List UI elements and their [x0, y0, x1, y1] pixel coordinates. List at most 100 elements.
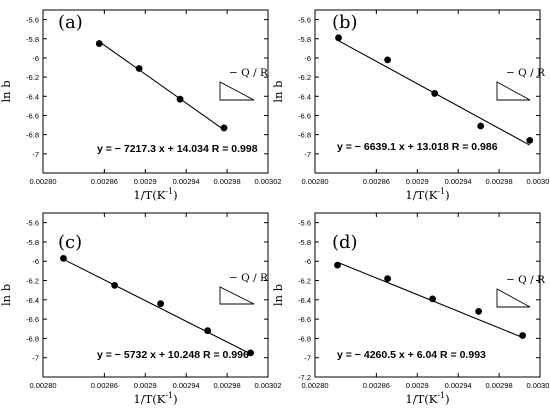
- y-tick-label: -6.8: [298, 334, 311, 343]
- y-tick-label: -5.8: [26, 35, 39, 44]
- x-tick-label: 0.00286: [91, 177, 118, 186]
- y-tick-label: -6.4: [298, 296, 311, 305]
- x-axis-title-close: ): [445, 392, 450, 406]
- panel-d: 0.00280 0.00286 0.0029 0.00294 0.00298 0.0030…: [271, 212, 550, 406]
- y-tick-label: -6.6: [26, 315, 39, 324]
- panel-label: (d): [332, 232, 358, 253]
- x-axis-title-sup: -1: [165, 391, 173, 400]
- data-point: [111, 281, 118, 289]
- y-tick-label: -7: [304, 354, 311, 363]
- slope-label: − Q / R: [506, 274, 546, 286]
- x-axis-title: 1/T(K-1): [133, 391, 177, 406]
- y-tick-label: -6: [304, 54, 311, 63]
- x-tick-label: 0.0029: [134, 177, 157, 186]
- x-tick-label: 0.00280: [301, 381, 328, 390]
- y-tick-label: -7.2: [298, 373, 311, 382]
- data-point: [429, 295, 437, 303]
- x-axis-title-close: ): [173, 188, 178, 202]
- y-axis-title: ln b: [271, 284, 285, 306]
- slope-label: − Q / R: [229, 67, 269, 79]
- x-tick-label: 0.00286: [363, 381, 390, 390]
- data-point: [384, 56, 392, 64]
- data-point: [526, 137, 534, 144]
- y-tick-label: -6.2: [298, 277, 311, 286]
- y-tick-label: -5.8: [298, 35, 311, 44]
- y-tick-label: -5.6: [298, 219, 311, 228]
- y-tick-label: -6.6: [298, 315, 311, 324]
- data-point: [95, 40, 103, 47]
- x-axis-title-main: 1/T(K: [405, 188, 437, 202]
- plot-frame: [42, 9, 269, 174]
- data-point: [247, 349, 255, 357]
- y-tick-label: -5.6: [26, 219, 39, 228]
- y-tick-label: -6.6: [298, 111, 311, 120]
- x-tick-label: 0.0029: [134, 381, 157, 390]
- y-tick-label: -6: [304, 257, 311, 266]
- x-tick-label: 0.00302: [526, 381, 550, 390]
- y-axis-title: ln b: [0, 284, 13, 306]
- data-point: [135, 65, 143, 72]
- data-point: [384, 275, 392, 282]
- slope-label: − Q / R: [506, 67, 546, 79]
- x-axis-title: 1/T(K-1): [405, 187, 449, 202]
- y-axis-title: ln b: [271, 80, 285, 102]
- x-tick-label: 0.00280: [29, 381, 56, 390]
- x-tick-label: 0.00298: [486, 177, 513, 186]
- panel-b: 0.00280 0.00286 0.0029 0.00294 0.00298 0.0030…: [271, 9, 550, 202]
- data-point: [157, 300, 165, 308]
- y-tick-label: -6.2: [26, 73, 39, 82]
- fit-line: [63, 258, 251, 355]
- panel-label: (c): [58, 232, 82, 253]
- slope-label: − Q / R: [229, 272, 269, 284]
- x-tick-label: 0.0029: [406, 177, 429, 186]
- y-tick-label: -5.6: [26, 16, 39, 25]
- y-tick-label: -6.8: [26, 334, 39, 343]
- y-tick-label: -6.2: [26, 277, 39, 286]
- y-tick-label: -6: [32, 54, 39, 63]
- x-axis-title-main: 1/T(K: [133, 188, 165, 202]
- data-point: [334, 261, 341, 269]
- x-axis-title: 1/T(K-1): [405, 391, 449, 406]
- y-tick-label: -6.4: [26, 296, 39, 305]
- x-axis-title-close: ): [445, 188, 450, 202]
- x-axis-title-close: ): [173, 392, 178, 406]
- plot-frame: [42, 212, 269, 378]
- y-tick-label: -6: [32, 257, 39, 266]
- y-tick-label: -7: [32, 150, 39, 159]
- x-tick-label: 0.00298: [486, 381, 513, 390]
- x-tick-label: 0.00294: [173, 177, 200, 186]
- y-tick-label: -6.8: [26, 131, 39, 140]
- x-tick-label: 0.00286: [363, 177, 390, 186]
- y-tick-label: -7: [32, 354, 39, 363]
- y-tick-label: -5.8: [298, 238, 311, 247]
- x-tick-label: 0.00286: [91, 381, 118, 390]
- fit-equation: y = − 7217.3 x + 14.034 R = 0.998: [97, 143, 258, 155]
- slope-triangle: [219, 81, 255, 101]
- data-point: [176, 95, 184, 103]
- slope-triangle: [496, 81, 531, 101]
- y-tick-label: -6.6: [26, 111, 39, 120]
- y-tick-label: -6.2: [298, 73, 311, 82]
- plot-frame: [314, 9, 541, 174]
- fit-line: [98, 41, 225, 131]
- plot-frame: [314, 212, 541, 378]
- x-tick-label: 0.0029: [406, 381, 429, 390]
- fit-equation: y = − 4260.5 x + 6.04 R = 0.993: [337, 349, 486, 361]
- x-tick-label: 0.00294: [445, 177, 472, 186]
- fit-equation: y = − 6639.1 x + 13.018 R = 0.986: [337, 141, 498, 153]
- data-point: [60, 254, 67, 262]
- x-tick-label: 0.00294: [173, 381, 200, 390]
- x-tick-label: 0.00302: [254, 381, 281, 390]
- slope-triangle: [496, 288, 531, 308]
- panel-label: (a): [58, 12, 83, 33]
- x-tick-label: 0.00302: [254, 177, 281, 186]
- data-point: [477, 122, 485, 130]
- x-tick-label: 0.00280: [29, 177, 56, 186]
- data-point: [431, 90, 439, 97]
- x-tick-label: 0.00298: [214, 381, 241, 390]
- x-axis-title-sup: -1: [165, 187, 173, 196]
- data-point: [475, 308, 483, 315]
- data-point: [204, 327, 212, 335]
- y-tick-label: -6.4: [26, 92, 39, 101]
- x-tick-label: 0.00302: [526, 177, 550, 186]
